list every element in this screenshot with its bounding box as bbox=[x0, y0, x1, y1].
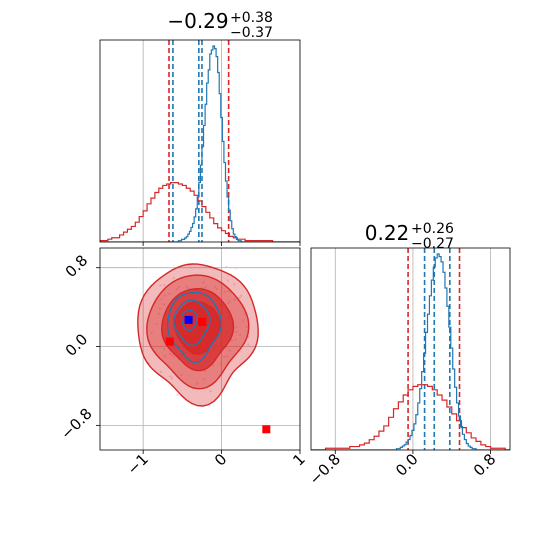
scatter-point bbox=[247, 343, 250, 346]
contour-blue-inner bbox=[180, 310, 199, 332]
scatter-point bbox=[160, 298, 163, 301]
scatter-point bbox=[239, 294, 243, 297]
param-1-title-upper: +0.38 bbox=[230, 10, 273, 26]
scatter-point bbox=[176, 393, 179, 396]
scatter-point bbox=[233, 283, 236, 286]
scatter-point bbox=[163, 294, 166, 297]
histogram-param-2: −0.8 0.0 0.8 bbox=[306, 247, 511, 489]
scatter-point bbox=[234, 338, 237, 341]
param-2-y-tick-label: 0.8 bbox=[62, 251, 92, 281]
scatter-point bbox=[172, 276, 175, 280]
param-1-title-lower: −0.37 bbox=[230, 25, 273, 41]
scatter-point bbox=[227, 290, 230, 293]
scatter-point bbox=[159, 370, 162, 373]
scatter-point bbox=[168, 292, 171, 296]
scatter-point bbox=[203, 369, 207, 372]
scatter-point bbox=[169, 375, 172, 378]
histogram-param-2-background bbox=[311, 248, 510, 450]
histogram-series-red bbox=[100, 182, 300, 242]
param-2-x-tick-label: −0.8 bbox=[306, 450, 344, 488]
truth-marker bbox=[165, 337, 174, 346]
scatter-point bbox=[209, 390, 212, 393]
scatter-point bbox=[226, 355, 229, 358]
scatter-point bbox=[175, 288, 178, 291]
scatter-point bbox=[246, 325, 249, 328]
scatter-point bbox=[239, 333, 242, 336]
histogram-param-1-frame bbox=[99, 39, 301, 243]
param-1-x-tick-label: 0 bbox=[211, 450, 230, 469]
histogram-param-1-background bbox=[100, 40, 300, 242]
scatter-contour-panel: −1 0 1 0.8 0.0 −0.8 bbox=[57, 247, 309, 478]
scatter-point bbox=[226, 279, 229, 282]
scatter-point bbox=[235, 326, 238, 329]
param-2-x-tick-label: 0.0 bbox=[392, 450, 422, 480]
scatter-point bbox=[227, 302, 230, 305]
scatter-point bbox=[230, 339, 233, 342]
scatter-point bbox=[219, 363, 222, 366]
scatter-point bbox=[196, 382, 199, 385]
histogram-series-red bbox=[311, 384, 510, 450]
truth-marker bbox=[184, 315, 193, 324]
contour-blue-outer bbox=[166, 291, 223, 363]
scatter-point bbox=[203, 378, 206, 381]
scatter-point bbox=[163, 354, 167, 357]
scatter-point bbox=[155, 322, 158, 325]
histogram-param-1 bbox=[99, 39, 301, 246]
param-2-x-tick-label: 0.8 bbox=[470, 450, 500, 480]
scatter-point bbox=[187, 286, 190, 290]
param-2-y-tick-label: −0.8 bbox=[57, 405, 95, 443]
scatter-point bbox=[170, 377, 173, 380]
scatter-point bbox=[180, 373, 183, 376]
param-1-x-tick-label: −1 bbox=[124, 450, 152, 478]
scatter-point bbox=[223, 355, 226, 358]
scatter-point bbox=[241, 319, 244, 322]
truth-marker bbox=[198, 317, 206, 326]
param-2-title: 0.22 bbox=[365, 221, 410, 245]
scatter-point bbox=[214, 286, 217, 289]
scatter-point bbox=[169, 352, 172, 355]
scatter-point bbox=[163, 283, 166, 286]
param-1-x-tick-label: 1 bbox=[289, 450, 308, 469]
param-2-y-tick-label: 0.0 bbox=[62, 330, 92, 360]
scatter-point bbox=[225, 265, 228, 268]
scatter-point bbox=[150, 331, 153, 335]
scatter-panel-frame bbox=[99, 247, 301, 451]
scatter-point bbox=[162, 303, 165, 306]
contour-blue-middle bbox=[173, 299, 211, 347]
scatter-point bbox=[233, 298, 236, 301]
scatter-point bbox=[228, 349, 231, 352]
histogram-series-blue bbox=[311, 253, 510, 450]
param-2-title-upper: +0.26 bbox=[411, 221, 454, 237]
param-2-title-lower: −0.27 bbox=[411, 236, 454, 252]
scatter-point bbox=[234, 330, 238, 333]
scatter-point bbox=[228, 300, 231, 303]
scatter-point bbox=[159, 284, 162, 287]
scatter-point bbox=[223, 290, 226, 293]
scatter-point bbox=[178, 285, 181, 288]
scatter-point bbox=[216, 287, 219, 291]
scatter-point bbox=[234, 266, 237, 270]
scatter-point bbox=[172, 355, 176, 359]
scatter-point bbox=[185, 285, 188, 288]
scatter-point bbox=[202, 281, 205, 284]
scatter-point bbox=[157, 312, 161, 315]
scatter-point bbox=[238, 296, 241, 299]
scatter-point bbox=[163, 348, 166, 351]
histogram-series-blue bbox=[100, 45, 300, 242]
truth-marker bbox=[262, 425, 271, 434]
scatter-point bbox=[212, 364, 215, 367]
scatter-point bbox=[204, 286, 207, 289]
scatter-point bbox=[158, 307, 162, 310]
histogram-param-2-frame bbox=[310, 247, 511, 451]
scatter-point bbox=[171, 353, 174, 357]
param-1-title: −0.29 bbox=[167, 9, 228, 33]
